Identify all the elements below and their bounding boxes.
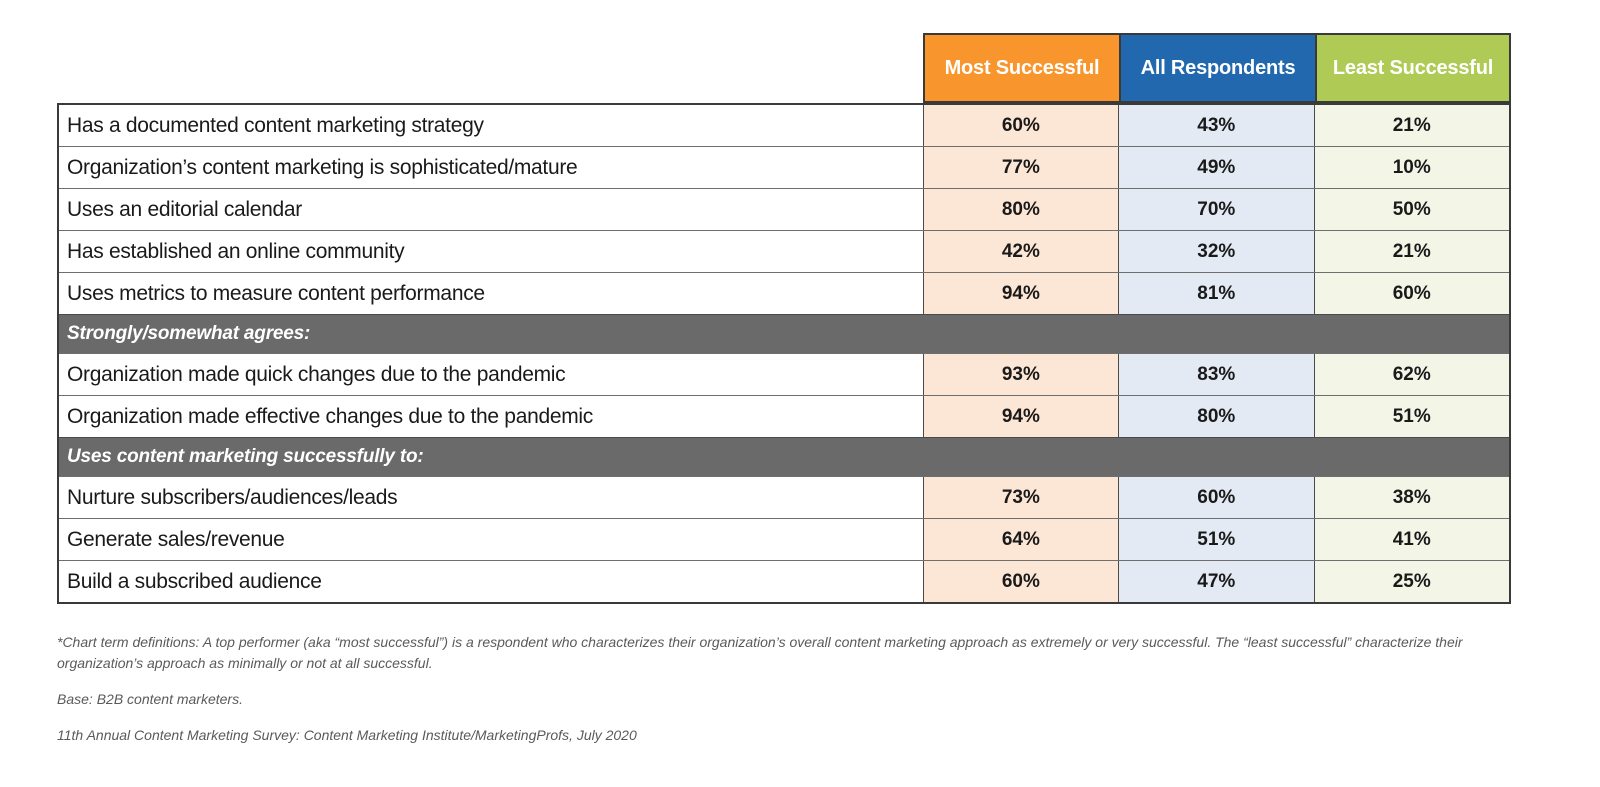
row-value: 73% — [922, 477, 1119, 518]
row-value: 70% — [1118, 189, 1314, 230]
row-value: 81% — [1118, 273, 1314, 314]
table-header-row: Most Successful All Respondents Least Su… — [57, 33, 1511, 103]
table-row: Has a documented content marketing strat… — [59, 103, 1509, 146]
section-label: Strongly/somewhat agrees: — [67, 323, 311, 344]
row-label: Organization made quick changes due to t… — [59, 354, 923, 395]
header-spacer — [57, 33, 923, 103]
row-value: 83% — [1118, 354, 1314, 395]
table-row: Uses an editorial calendar 80% 70% 50% — [59, 188, 1509, 230]
row-value: 94% — [922, 396, 1119, 437]
row-value: 43% — [1118, 105, 1314, 146]
table-row: Organization’s content marketing is soph… — [59, 146, 1509, 188]
footnote-definitions: *Chart term definitions: A top performer… — [57, 634, 1463, 671]
footnotes: *Chart term definitions: A top performer… — [57, 632, 1530, 746]
footnote-base: Base: B2B content marketers. — [57, 691, 243, 707]
row-value: 41% — [1313, 519, 1509, 560]
row-value: 60% — [1118, 477, 1314, 518]
comparison-table: Most Successful All Respondents Least Su… — [57, 33, 1511, 604]
row-value: 64% — [922, 519, 1119, 560]
row-value: 60% — [1313, 273, 1509, 314]
table-row: Build a subscribed audience 60% 47% 25% — [59, 560, 1509, 602]
row-value: 94% — [922, 273, 1119, 314]
row-label: Generate sales/revenue — [59, 519, 923, 560]
row-value: 10% — [1313, 147, 1509, 188]
row-label: Build a subscribed audience — [59, 561, 923, 602]
row-value: 93% — [922, 354, 1119, 395]
footnote-source: 11th Annual Content Marketing Survey: Co… — [57, 727, 637, 743]
row-label: Uses an editorial calendar — [59, 189, 923, 230]
row-value: 42% — [922, 231, 1119, 272]
row-value: 38% — [1313, 477, 1509, 518]
column-header-all-respondents: All Respondents — [1119, 33, 1315, 103]
table-body: Has a documented content marketing strat… — [57, 103, 1511, 604]
row-value: 21% — [1313, 231, 1509, 272]
row-value: 32% — [1118, 231, 1314, 272]
row-label: Organization made effective changes due … — [59, 396, 923, 437]
row-value: 51% — [1118, 519, 1314, 560]
row-value: 80% — [1118, 396, 1314, 437]
row-value: 50% — [1313, 189, 1509, 230]
section-header-row: Uses content marketing successfully to: — [59, 437, 1509, 476]
section-label: Uses content marketing successfully to: — [67, 446, 424, 467]
table-row: Organization made effective changes due … — [59, 395, 1509, 437]
row-value: 51% — [1313, 396, 1509, 437]
row-label: Organization’s content marketing is soph… — [59, 147, 923, 188]
table-row: Has established an online community 42% … — [59, 230, 1509, 272]
row-label: Nurture subscribers/audiences/leads — [59, 477, 923, 518]
row-value: 47% — [1118, 561, 1314, 602]
row-value: 77% — [922, 147, 1119, 188]
row-label: Has established an online community — [59, 231, 923, 272]
row-value: 49% — [1118, 147, 1314, 188]
row-value: 80% — [922, 189, 1119, 230]
row-value: 62% — [1313, 354, 1509, 395]
row-label: Uses metrics to measure content performa… — [59, 273, 923, 314]
table-row: Organization made quick changes due to t… — [59, 353, 1509, 395]
row-value: 60% — [922, 105, 1119, 146]
table-row: Generate sales/revenue 64% 51% 41% — [59, 518, 1509, 560]
table-row: Nurture subscribers/audiences/leads 73% … — [59, 476, 1509, 518]
row-value: 25% — [1313, 561, 1509, 602]
section-header-row: Strongly/somewhat agrees: — [59, 314, 1509, 353]
column-header-least-successful: Least Successful — [1315, 33, 1511, 103]
row-value: 60% — [922, 561, 1119, 602]
row-label: Has a documented content marketing strat… — [59, 105, 923, 146]
column-header-most-successful: Most Successful — [923, 33, 1119, 103]
row-value: 21% — [1313, 105, 1509, 146]
table-row: Uses metrics to measure content performa… — [59, 272, 1509, 314]
